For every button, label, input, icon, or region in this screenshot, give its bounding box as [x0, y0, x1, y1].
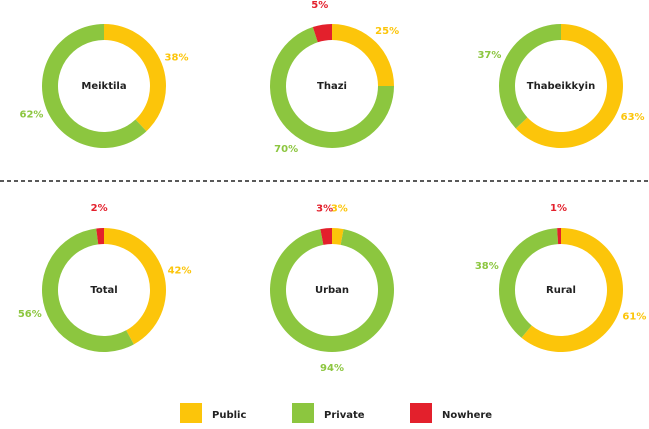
value-label: 63% [621, 112, 645, 123]
donut-segment [499, 228, 559, 338]
value-label: 56% [18, 309, 42, 320]
donut-segment [332, 24, 394, 86]
donut-segment [515, 23, 624, 149]
donut-title: Thazi [317, 81, 347, 92]
donut-segment [312, 24, 332, 43]
value-label: 1% [550, 203, 567, 214]
donut-segment [320, 228, 332, 245]
value-label: 5% [311, 0, 328, 11]
legend-label: Nowhere [442, 410, 492, 421]
donut-segment [42, 24, 147, 148]
donut-title: Meiktila [81, 81, 126, 92]
value-label: 94% [320, 363, 344, 374]
donut-segment [104, 228, 167, 345]
value-label: 3% [316, 203, 333, 214]
donut-title: Total [90, 285, 117, 296]
donut-title: Thabeikkyin [527, 81, 595, 92]
value-label: 25% [375, 26, 399, 37]
value-label: 42% [168, 266, 192, 277]
donut-segment [42, 228, 134, 352]
value-label: 2% [91, 203, 108, 214]
donut-segment [557, 228, 561, 245]
value-label: 70% [274, 144, 298, 155]
legend-swatch [410, 403, 432, 423]
value-label: 38% [475, 261, 499, 272]
donut-segment [499, 24, 561, 129]
legend-swatch [180, 403, 202, 423]
value-label: 38% [165, 52, 189, 63]
donut-segment [104, 24, 166, 132]
donut-title: Urban [315, 285, 349, 296]
donut-segment [521, 228, 623, 353]
value-label: 3% [331, 203, 348, 214]
value-label: 61% [622, 311, 646, 322]
legend-label: Public [212, 410, 246, 421]
value-label: 37% [477, 50, 501, 61]
legend-swatch [292, 403, 314, 423]
donut-segment [96, 228, 104, 245]
donut-title: Rural [546, 285, 576, 296]
value-label: 62% [20, 110, 44, 121]
legend-label: Private [324, 410, 365, 421]
donut-segment [332, 228, 344, 245]
